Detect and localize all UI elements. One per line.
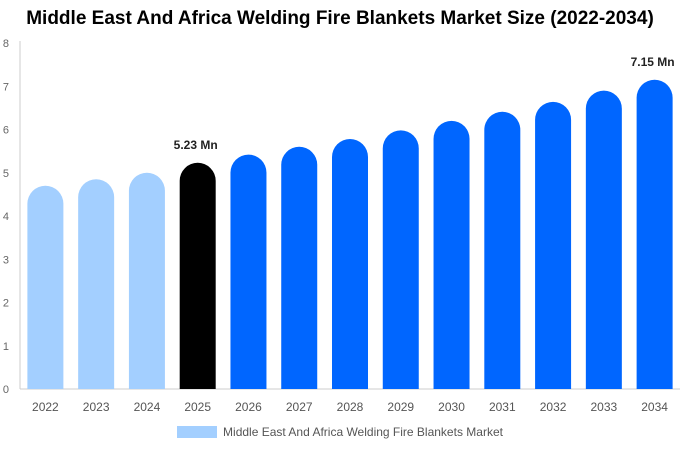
y-tick-label: 6 (3, 125, 9, 137)
y-tick-label: 3 (3, 254, 9, 266)
bar (128, 172, 165, 389)
y-tick-label: 7 (3, 81, 9, 93)
x-tick-label: 2028 (337, 400, 364, 414)
bar (230, 154, 267, 389)
x-tick-label: 2030 (438, 400, 465, 414)
x-tick-label: 2025 (184, 400, 211, 414)
chart-title: Middle East And Africa Welding Fire Blan… (26, 8, 654, 29)
bars (27, 79, 673, 390)
y-tick-label: 1 (3, 341, 9, 353)
bar (484, 111, 521, 389)
bar (332, 139, 368, 389)
y-tick-label: 8 (3, 38, 9, 50)
y-tick-label: 0 (3, 384, 9, 396)
x-tick-label: 2034 (641, 400, 668, 414)
bar (585, 90, 622, 389)
data-label: 7.15 Mn (631, 55, 675, 69)
y-tick-label: 2 (3, 298, 9, 310)
x-tick-label: 2024 (134, 400, 161, 414)
bar (433, 120, 470, 389)
x-tick-label: 2029 (387, 400, 414, 414)
bar (179, 162, 216, 389)
x-tick-label: 2026 (235, 400, 262, 414)
data-label: 5.23 Mn (174, 138, 218, 152)
x-tick-label: 2023 (83, 400, 110, 414)
x-tick-label: 2033 (590, 400, 617, 414)
bar (78, 179, 115, 389)
y-tick-label: 4 (3, 211, 9, 223)
bar (281, 146, 318, 389)
bar (27, 185, 64, 389)
legend-label: Middle East And Africa Welding Fire Blan… (223, 425, 503, 439)
bar (535, 101, 572, 389)
x-tick-label: 2027 (286, 400, 313, 414)
x-tick-label: 2031 (489, 400, 516, 414)
x-tick-label: 2022 (32, 400, 59, 414)
x-tick-label: 2032 (540, 400, 567, 414)
bar (382, 130, 419, 390)
y-tick-label: 5 (3, 168, 9, 180)
legend: Middle East And Africa Welding Fire Blan… (0, 425, 680, 439)
bar (636, 79, 673, 389)
labels: 2022 2023 2024 2025 2026 2027 2028 2029 2030 2031… (32, 55, 675, 414)
legend-swatch (177, 426, 218, 438)
